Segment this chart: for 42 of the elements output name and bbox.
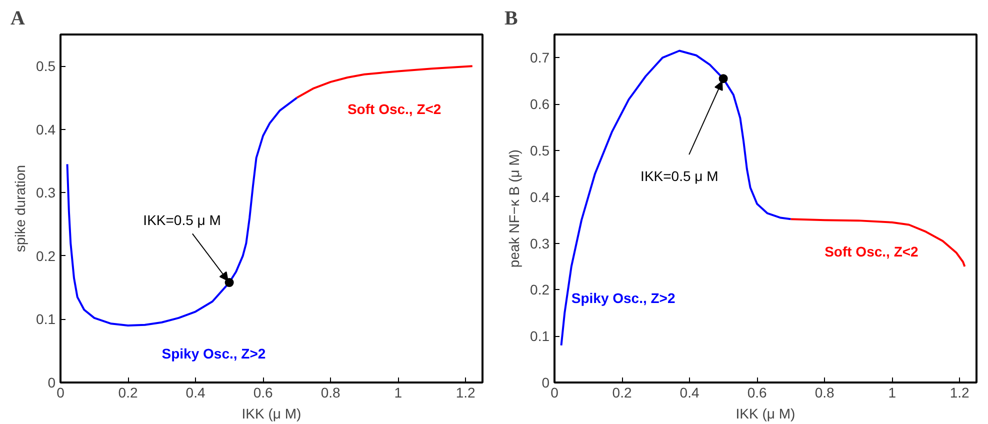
- y-tick-label: 0.3: [36, 184, 56, 201]
- x-tick-label: 1: [394, 384, 402, 400]
- y-tick-label: 0.3: [530, 235, 550, 252]
- x-tick-label: 1.2: [456, 384, 476, 400]
- x-tick-label: 0.2: [612, 384, 632, 400]
- y-tick-label: 0.2: [36, 248, 56, 264]
- annotation: Soft Osc., Z<2: [347, 100, 442, 117]
- x-tick-label: 0.4: [186, 384, 206, 400]
- y-tick-label: 0.2: [530, 282, 550, 298]
- x-tick-label: 0.6: [253, 384, 274, 400]
- annotation: Spiky Osc., Z>2: [162, 346, 266, 362]
- x-tick-label: 0.8: [320, 384, 341, 400]
- y-axis-title: spike duration: [12, 164, 28, 252]
- line-series: [296, 65, 474, 99]
- y-tick-label: 0.4: [36, 121, 56, 138]
- line-series: [790, 218, 966, 268]
- y-tick-label: 0.1: [36, 311, 56, 328]
- line-series: [66, 96, 298, 327]
- y-tick-label: 0.6: [530, 96, 550, 112]
- x-tick-label: 0.6: [747, 384, 768, 400]
- line-series: [560, 50, 792, 346]
- y-tick-label: 0.7: [530, 50, 550, 66]
- chart-title: B: [504, 8, 518, 30]
- annotation: Soft Osc., Z<2: [824, 243, 919, 260]
- x-tick-label: 1.2: [950, 384, 970, 400]
- y-axis-title: peak NF−κ B (μ M): [506, 149, 522, 268]
- y-tick-label: 0: [542, 374, 550, 390]
- x-tick-label: 0.4: [680, 384, 700, 400]
- x-axis-title: IKK (μ M): [242, 406, 302, 422]
- y-tick-label: 0.5: [530, 142, 550, 158]
- x-tick-label: 0.2: [118, 384, 138, 400]
- y-tick-label: 0.1: [530, 328, 550, 344]
- chart-title: A: [10, 8, 26, 30]
- y-tick-label: 0.5: [36, 58, 56, 74]
- x-tick-label: 1: [888, 384, 896, 400]
- x-axis-title: IKK (μ M): [736, 406, 796, 422]
- annotation: IKK=0.5 μ M: [640, 168, 718, 184]
- annotation: Spiky Osc., Z>2: [571, 290, 676, 306]
- x-tick-label: 0.8: [814, 384, 835, 400]
- y-tick-label: 0.4: [530, 188, 550, 205]
- y-tick-label: 0: [48, 374, 56, 390]
- annotation: IKK=0.5 μ M: [143, 212, 221, 228]
